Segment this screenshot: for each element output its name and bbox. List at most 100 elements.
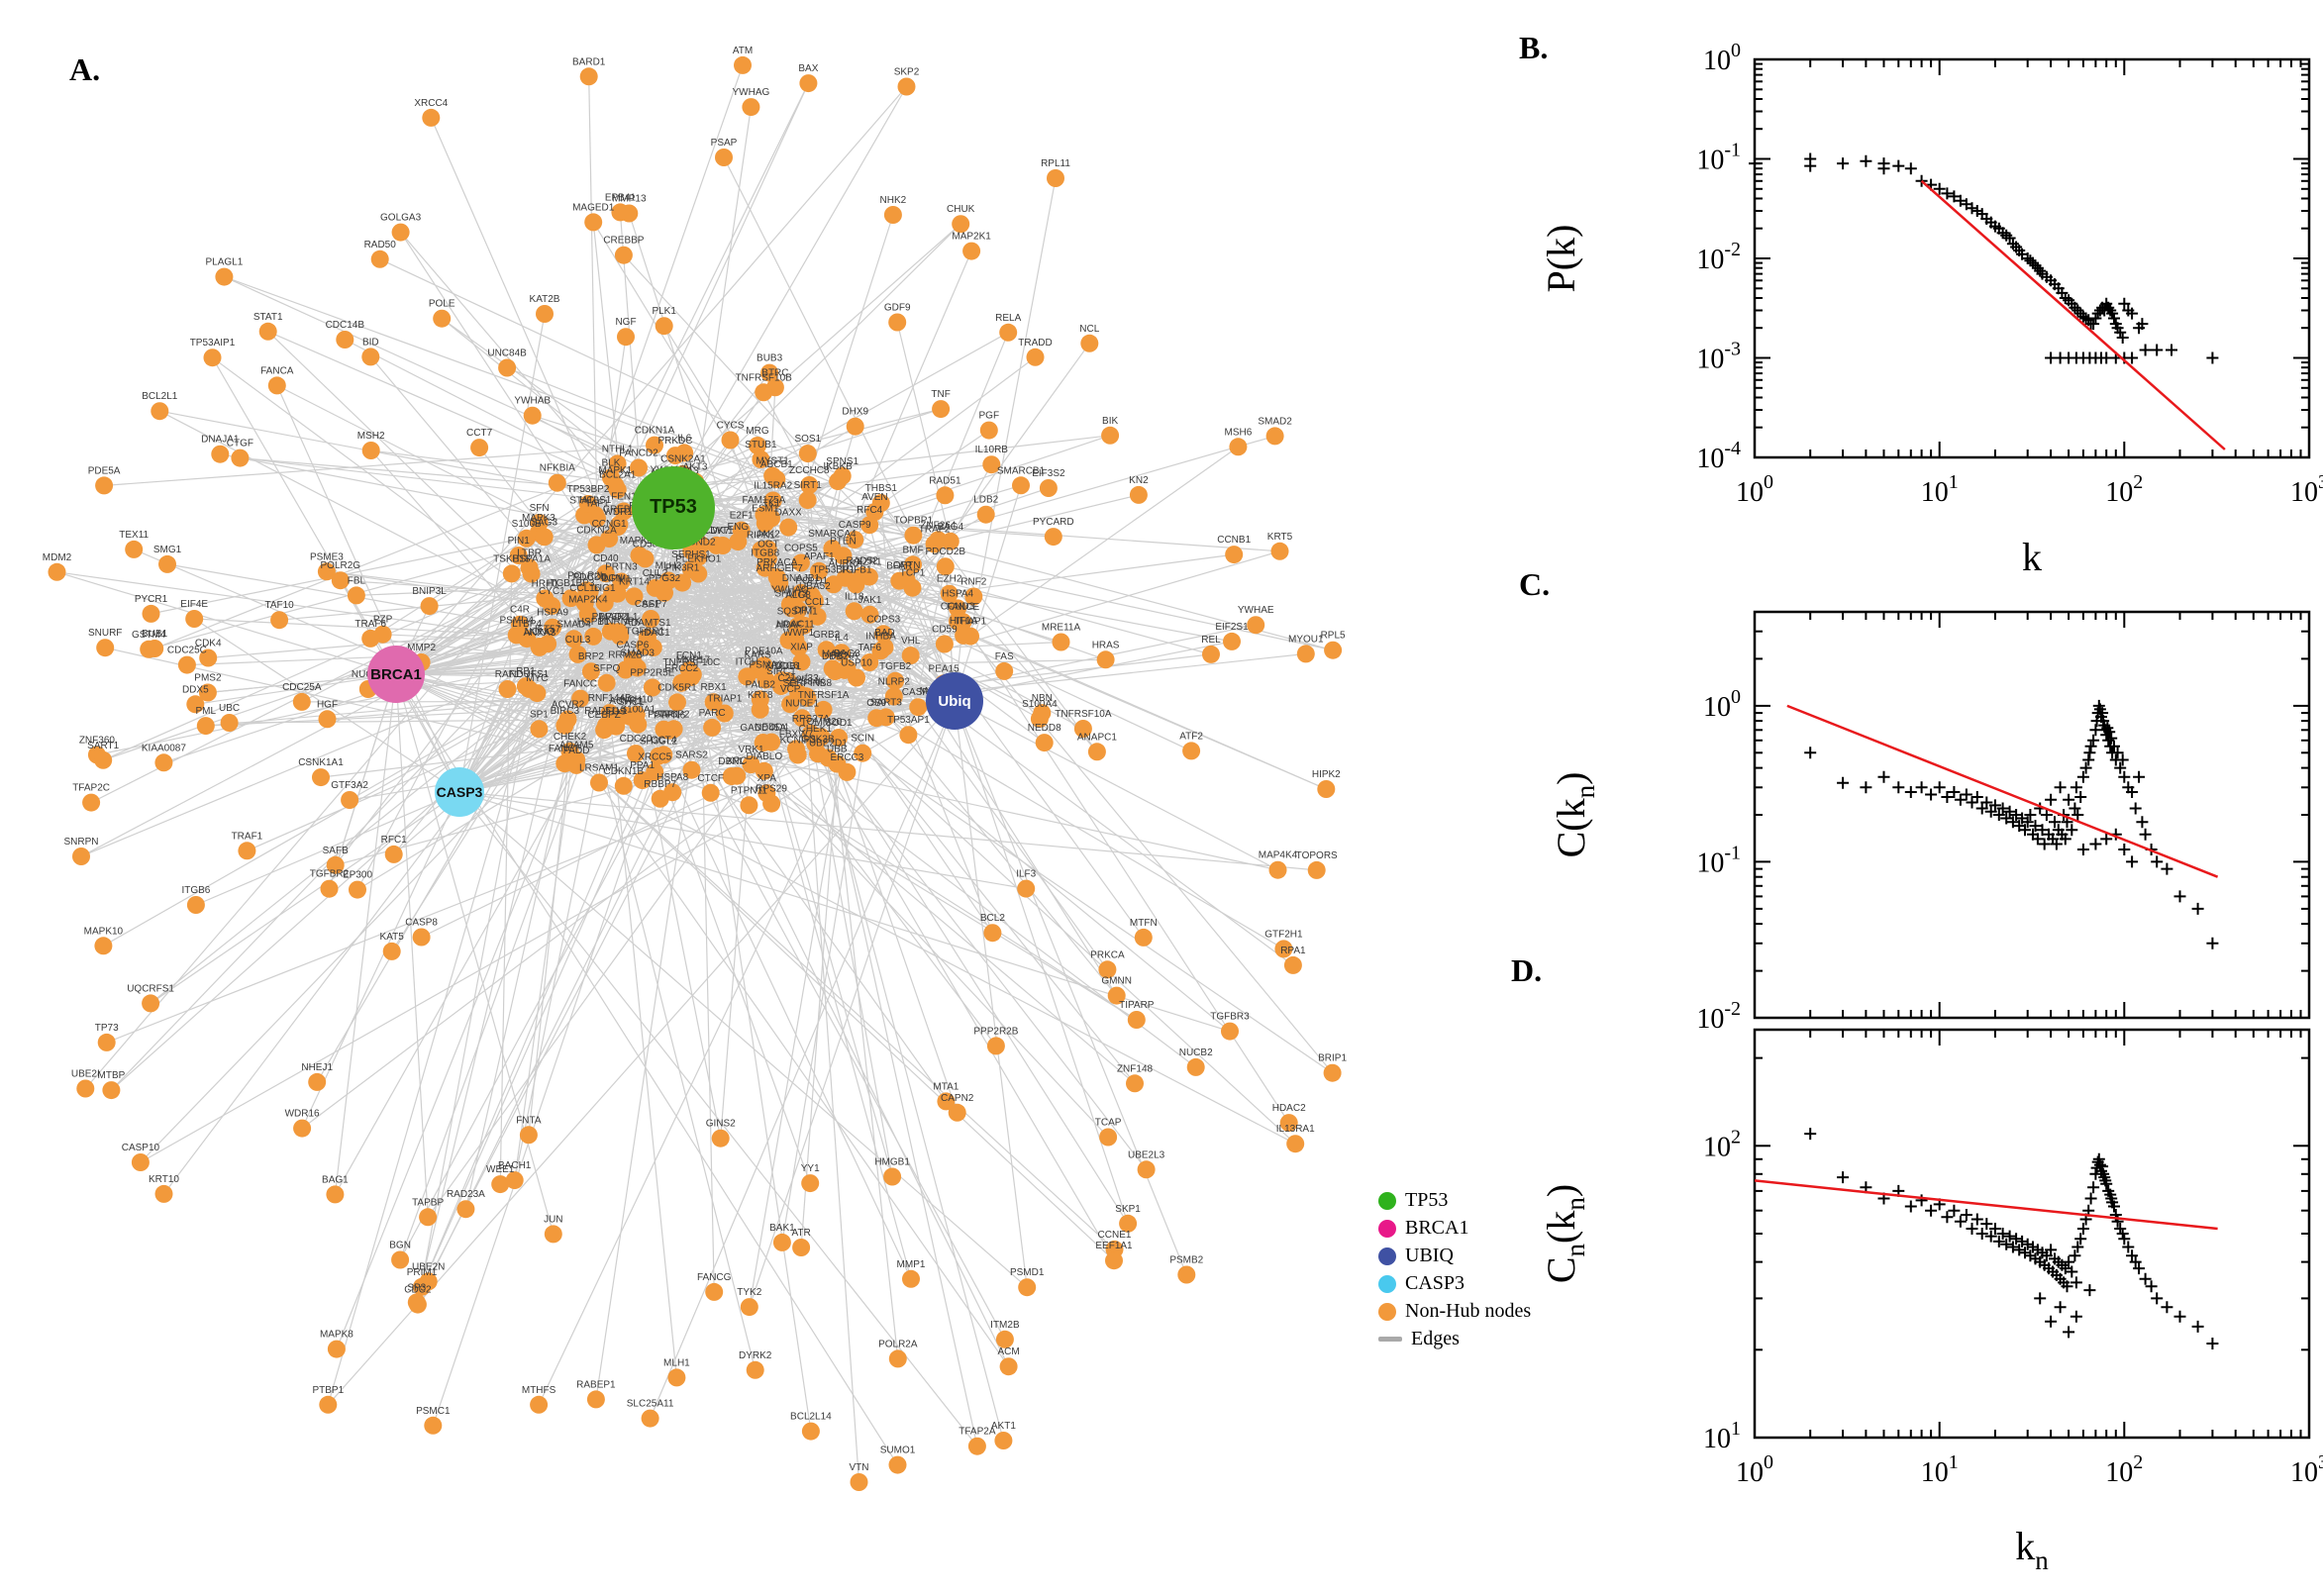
legend-dot-icon (1378, 1302, 1396, 1321)
network-node-label: FANCC (563, 679, 597, 690)
network-node (1283, 955, 1302, 974)
network-node (579, 67, 598, 86)
svg-text:101: 101 (1921, 471, 1959, 508)
network-node (154, 1184, 173, 1203)
network-node-label: TP53AIP1 (190, 338, 236, 349)
network-node-label: CYC1 (539, 586, 565, 597)
network-node (185, 610, 204, 628)
network-node (779, 518, 798, 537)
network-node (317, 562, 336, 581)
network-node-label: BCL2L1 (142, 391, 178, 402)
network-node-label: SAG3 (531, 517, 557, 528)
network-node-label: ACVR1 (609, 696, 643, 707)
network-node (904, 555, 922, 574)
network-node (1033, 704, 1052, 723)
network-node (326, 855, 345, 874)
network-node-label: MAP4K4 (1259, 850, 1298, 861)
network-node-label: LTBR (517, 549, 542, 559)
network-node-label: UBE2I (71, 1069, 100, 1080)
network-node (1223, 632, 1241, 650)
network-node (1323, 1063, 1342, 1082)
svg-text:102: 102 (2105, 1451, 2143, 1488)
network-node-label: KARS (745, 649, 772, 660)
network-node-label: RB1 (516, 666, 536, 677)
network-node (1052, 633, 1070, 651)
network-node (530, 1395, 549, 1414)
network-node-label: FOS (606, 707, 627, 718)
network-node (470, 439, 489, 457)
network-node-label: TP73 (95, 1023, 119, 1034)
network-node-label: PPP3R1 (592, 612, 631, 623)
network-node (584, 627, 603, 646)
network-node (780, 595, 799, 614)
network-node (581, 662, 600, 681)
network-node (630, 458, 648, 477)
network-node (177, 655, 196, 674)
network-node-label: TP53BP1 (812, 564, 855, 575)
network-node-label: CDC25A (282, 682, 322, 693)
network-node (1087, 743, 1106, 761)
legend-label: BRCA1 (1405, 1217, 1469, 1239)
network-node-label: VHL (901, 636, 921, 647)
network-node-label: TAF6 (858, 643, 881, 653)
network-node-label: MLH1 (663, 1357, 690, 1368)
network-node (567, 755, 586, 774)
network-node (341, 791, 359, 809)
network-node-label: HGF (317, 699, 338, 710)
network-node (979, 421, 998, 440)
network-node (102, 1081, 121, 1100)
network-node-label: WEE1 (486, 1164, 515, 1175)
network-node (642, 610, 660, 628)
legend-item-edges: Edges (1378, 1328, 1531, 1350)
legend-dot-icon (1378, 1191, 1396, 1210)
network-node (936, 486, 955, 505)
network-node-label: TCAP (1095, 1118, 1122, 1129)
network-node-label: PDE5A (88, 465, 121, 476)
network-node (509, 547, 528, 564)
network-node-label: ZCCHC8 (789, 465, 830, 476)
network-node (1307, 860, 1326, 879)
network-node-label: PIN1 (508, 536, 531, 547)
network-node (422, 108, 441, 127)
network-node (614, 246, 633, 264)
network-node-label: FNTA (516, 1115, 542, 1126)
network-node-label: FZR1 (857, 557, 881, 568)
legend-item-tp53: TP53 (1378, 1189, 1531, 1212)
network-node-label: PMS2 (194, 673, 222, 684)
data-points (1804, 1128, 2219, 1349)
network-node (935, 635, 954, 653)
network-node-label: ENG (727, 522, 749, 533)
network-node-label: TK1 (762, 498, 781, 509)
network-node-label: MAPK10 (84, 926, 124, 937)
network-node-label: UBE2N (412, 1261, 445, 1272)
network-node-label: CCT7 (466, 428, 493, 439)
network-node (1202, 645, 1220, 663)
network-node-label: TYK2 (737, 1287, 761, 1298)
network-node-label: NEDD4 (755, 723, 788, 734)
network-node (1229, 438, 1248, 456)
svg-text:101: 101 (1921, 1451, 1959, 1488)
network-node-label: RAF1 (495, 669, 521, 680)
network-node (721, 431, 740, 449)
network-node (646, 436, 663, 454)
network-node-label: GADD45A (740, 723, 786, 734)
network-node-label: XIAP (790, 643, 813, 653)
network-node (595, 594, 614, 612)
network-node (543, 596, 561, 615)
network-node-label: MAP2K4 (568, 594, 608, 605)
network-node-label: CHUK (947, 204, 975, 215)
network-node (643, 678, 661, 697)
network-node-label: HSPA8 (656, 772, 688, 783)
network-node-label: SMAD2 (1258, 416, 1292, 427)
network-node-label: PSMD4 (499, 615, 534, 626)
network-node (810, 561, 829, 580)
network-node (682, 760, 701, 779)
svg-text:102: 102 (1703, 1126, 1741, 1162)
protein-interaction-network: TCAPSMG1ZCCHC8H2AFVLDB2GSTM4DDB1MLH1RRM2… (43, 46, 1347, 1491)
network-node-label: PDE10A (745, 646, 783, 656)
svg-text:100: 100 (1703, 686, 1741, 723)
network-node-label: TIPARP (1119, 1000, 1155, 1011)
tick-labels: 100 10-1 10-2 (1696, 686, 1741, 1035)
network-node-label: SNRPN (63, 837, 98, 848)
network-node-label: PYCARD (1033, 517, 1074, 528)
